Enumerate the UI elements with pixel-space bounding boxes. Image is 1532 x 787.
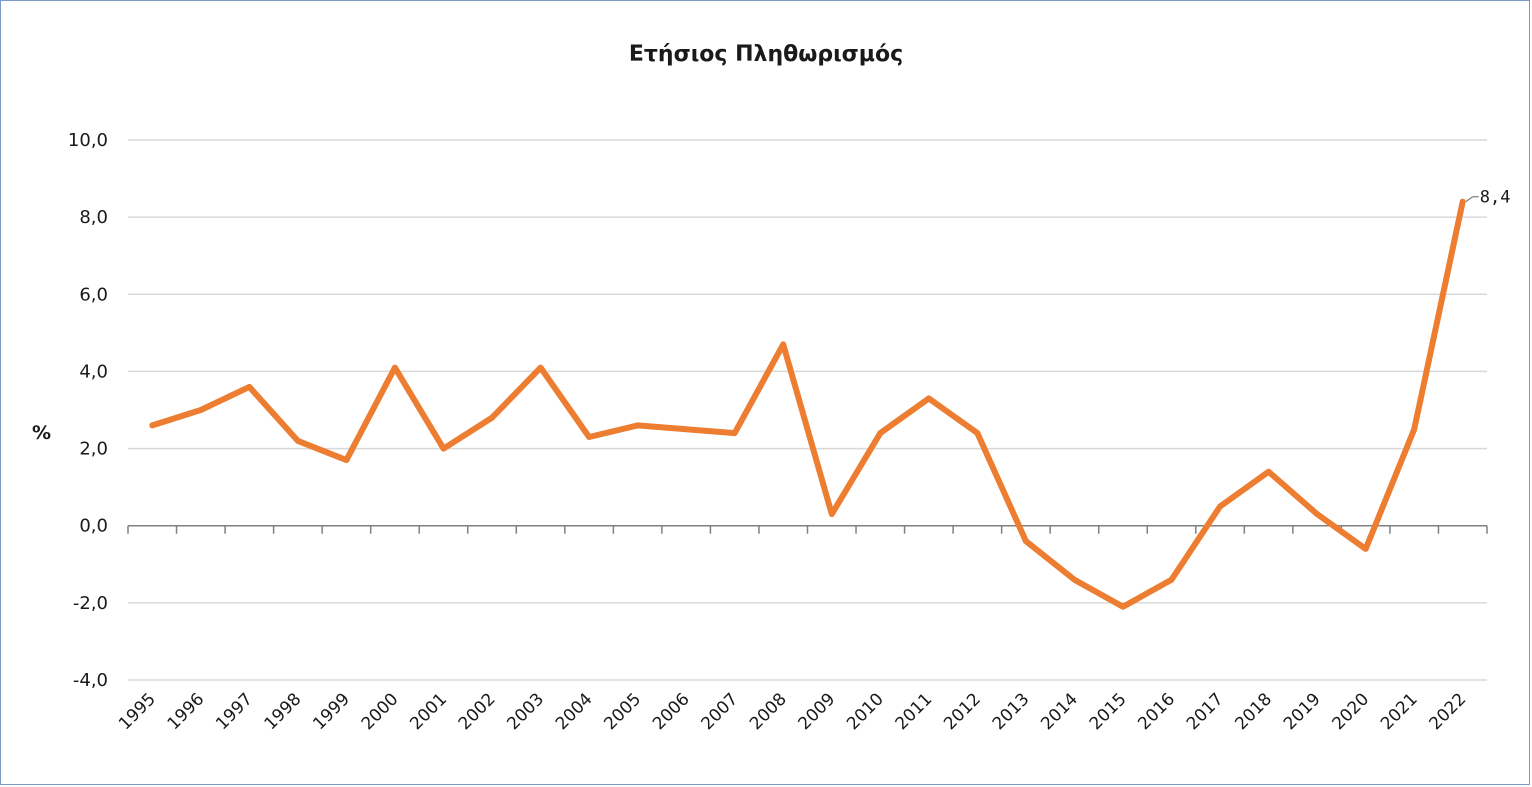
data-point <box>683 426 689 432</box>
x-tick-label: 1999 <box>309 689 354 734</box>
x-tick-label: 2010 <box>843 689 888 734</box>
x-tick-label: 2009 <box>795 689 840 734</box>
data-label-leader <box>1465 196 1479 203</box>
data-point <box>538 365 544 371</box>
x-tick-label: 1998 <box>261 689 306 734</box>
data-point <box>732 430 738 436</box>
x-tick-label: 2011 <box>892 689 937 734</box>
x-tick-label: 2005 <box>600 689 645 734</box>
data-point <box>829 511 835 517</box>
data-point <box>1411 426 1417 432</box>
y-tick-label: 10,0 <box>68 130 108 151</box>
x-tick-label: 2007 <box>697 689 742 734</box>
x-tick-label: 2017 <box>1183 689 1228 734</box>
gridlines <box>128 139 1487 681</box>
y-tick-label: -4,0 <box>73 670 108 691</box>
data-point <box>1314 511 1320 517</box>
data-label: 8,4 <box>1480 188 1511 208</box>
series-layer <box>149 198 1466 610</box>
x-tick-label: 2014 <box>1037 689 1082 734</box>
x-tick-label: 2019 <box>1280 689 1325 734</box>
data-point <box>877 430 883 436</box>
data-point <box>1217 503 1223 509</box>
series-line <box>149 198 1466 610</box>
data-point <box>1266 469 1272 475</box>
x-tick-label: 2004 <box>552 689 597 734</box>
x-tick-label: 2013 <box>989 689 1034 734</box>
x-tick-label: 2000 <box>358 689 403 734</box>
y-axis-ticks: 10,0 8,0 6,0 4,0 2,0 0,0 -2,0 -4,0 <box>68 130 108 691</box>
data-point <box>974 430 980 436</box>
data-point <box>635 422 641 428</box>
x-tick-label: 2002 <box>455 689 500 734</box>
x-tick-label: 2001 <box>406 689 451 734</box>
data-point <box>1460 199 1466 205</box>
x-axis <box>127 524 1488 534</box>
data-point <box>586 434 592 440</box>
data-point <box>440 446 446 452</box>
data-point <box>780 341 786 347</box>
y-axis-label: % <box>32 422 51 444</box>
x-tick-label: 2018 <box>1231 689 1276 734</box>
y-tick-label: -2,0 <box>73 593 108 614</box>
x-tick-label: 2015 <box>1086 689 1131 734</box>
data-point <box>1169 577 1175 583</box>
x-tick-label: 2022 <box>1426 689 1471 734</box>
y-tick-label: 2,0 <box>79 439 108 460</box>
x-tick-label: 1996 <box>164 689 209 734</box>
y-tick-label: 8,0 <box>79 207 108 228</box>
data-point <box>392 365 398 371</box>
data-point <box>343 457 349 463</box>
y-tick-label: 4,0 <box>79 361 108 382</box>
data-point <box>149 422 155 428</box>
data-point <box>1023 538 1029 544</box>
x-tick-label: 2006 <box>649 689 694 734</box>
data-point <box>489 415 495 421</box>
x-tick-label: 2003 <box>503 689 548 734</box>
y-tick-label: 0,0 <box>79 516 108 537</box>
x-tick-label: 2008 <box>746 689 791 734</box>
x-tick-label: 2021 <box>1377 689 1422 734</box>
data-labels: 8,4 <box>1465 188 1511 208</box>
data-point <box>198 407 204 413</box>
x-tick-label: 2012 <box>940 689 985 734</box>
data-point <box>926 395 932 401</box>
x-tick-label: 1997 <box>212 689 257 734</box>
data-point <box>1071 577 1077 583</box>
chart-title: Ετήσιος Πληθωρισμός <box>628 42 904 67</box>
x-tick-label: 1995 <box>115 689 160 734</box>
x-tick-label: 2020 <box>1328 689 1373 734</box>
data-point <box>246 384 252 390</box>
y-tick-label: 6,0 <box>79 284 108 305</box>
data-point <box>1120 604 1126 610</box>
x-axis-ticks: 1995 1996 1997 1998 1999 2000 2001 2002 2003 2004… <box>115 689 1470 734</box>
x-tick-label: 2016 <box>1134 689 1179 734</box>
data-point <box>1363 546 1369 552</box>
data-point <box>295 438 301 444</box>
